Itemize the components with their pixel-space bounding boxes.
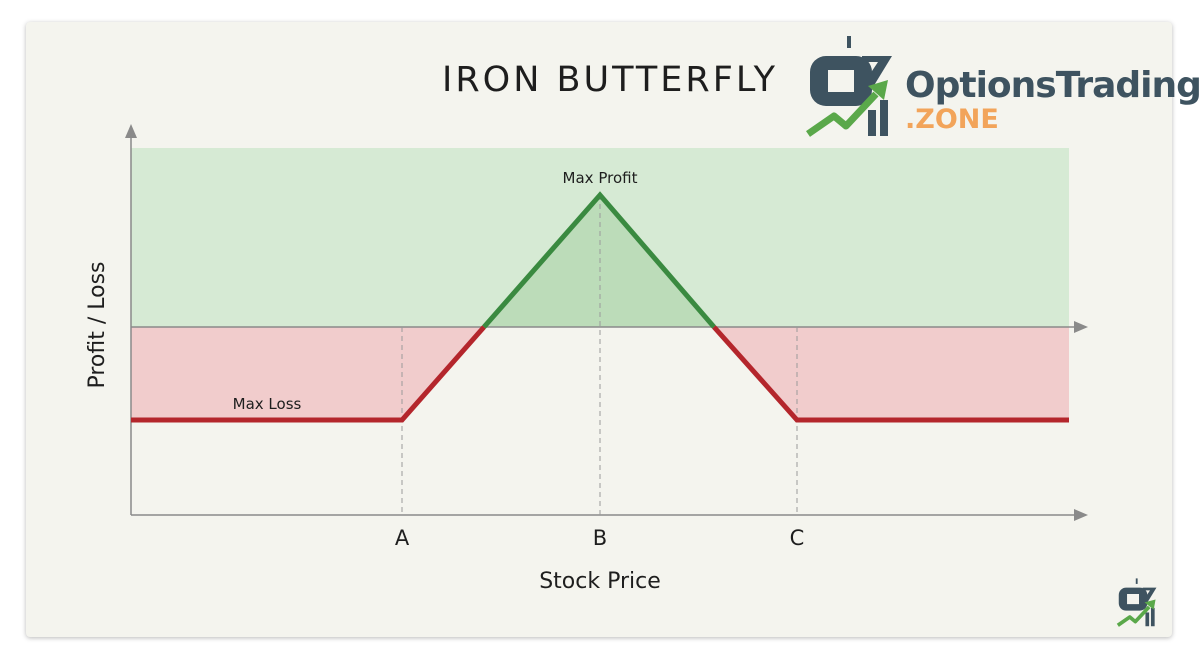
x-axis-label: Stock Price (539, 569, 661, 594)
options-trading-zone-logo-mark (806, 36, 892, 137)
brand-suffix: .ZONE (905, 104, 999, 135)
neutral-zone (402, 327, 797, 420)
chart-title: IRON BUTTERFLY (442, 60, 779, 100)
watermark-logo-mark (1116, 578, 1157, 627)
y-axis-label: Profit / Loss (85, 261, 110, 388)
max-profit-label: Max Profit (563, 169, 638, 187)
x-axis-arrow (1074, 509, 1088, 521)
tick-label-c: C (790, 526, 805, 550)
profit-triangle (484, 195, 714, 327)
payoff-loss-right (712, 325, 1069, 423)
tick-label-b: B (593, 526, 607, 550)
payoff-loss-left (131, 325, 486, 423)
zero-axis-arrow (1074, 321, 1088, 333)
tick-label-a: A (395, 526, 410, 550)
y-axis-arrow (125, 124, 137, 138)
max-loss-label: Max Loss (233, 395, 302, 413)
payoff-profit (482, 191, 716, 329)
brand-logo: OptionsTrading .ZONE (804, 36, 1200, 140)
brand-name: OptionsTrading (905, 65, 1200, 106)
